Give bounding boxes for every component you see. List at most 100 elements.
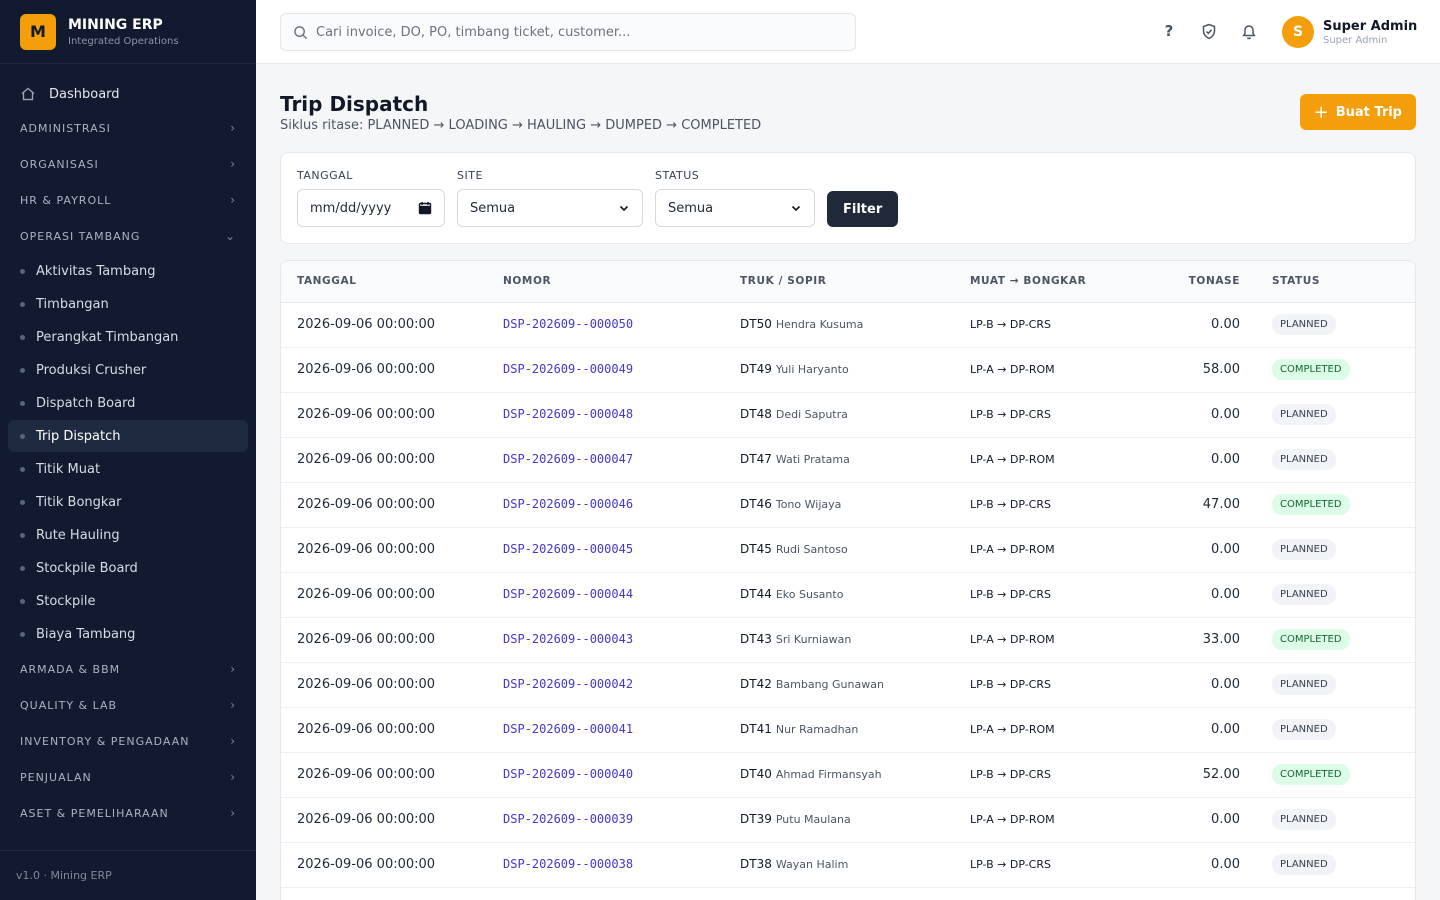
sidebar-item-perangkat-timbangan[interactable]: Perangkat Timbangan	[8, 321, 248, 353]
status-filter-select[interactable]: Semua	[655, 189, 815, 227]
bullet-icon	[20, 334, 25, 340]
sidebar-item-label: Produksi Crusher	[36, 362, 147, 378]
home-icon	[21, 87, 35, 101]
sidebar-item-titik-bongkar[interactable]: Titik Bongkar	[8, 486, 248, 518]
sidebar-group-label: QUALITY & LAB	[20, 698, 118, 712]
cell-truck: DT47	[740, 452, 772, 466]
trip-table-card: TANGGAL NOMOR TRUK / SOPIR MUAT → BONGKA…	[280, 260, 1416, 900]
cell-tonnage: 0.00	[1140, 437, 1240, 483]
dispatch-number-link[interactable]: DSP-202609--000045	[503, 542, 634, 556]
status-badge: PLANNED	[1272, 584, 1336, 605]
sidebar-item-dashboard[interactable]: Dashboard	[8, 78, 248, 110]
status-badge: COMPLETED	[1272, 494, 1350, 515]
sidebar-item-produksi-crusher[interactable]: Produksi Crusher	[8, 354, 248, 386]
cell-route: LP-A → DP-ROM	[970, 633, 1055, 646]
cell-driver: Hendra Kusuma	[775, 318, 864, 331]
status-badge: COMPLETED	[1272, 629, 1350, 650]
dispatch-number-link[interactable]: DSP-202609--000042	[503, 677, 634, 691]
dispatch-number-link[interactable]: DSP-202609--000047	[503, 452, 634, 466]
table-row[interactable]: 2026-09-06 00:00:00 DSP-202609--000048 D…	[281, 392, 1415, 438]
sidebar-group-label: ASET & PEMELIHARAAN	[20, 806, 169, 820]
bell-icon[interactable]	[1238, 20, 1260, 42]
table-row[interactable]: 2026-09-06 00:00:00 DSP-202609--000045 D…	[281, 527, 1415, 573]
site-filter-select[interactable]: Semua	[457, 189, 643, 227]
cell-driver: Nur Ramadhan	[775, 723, 859, 736]
table-row[interactable]: 2026-09-06 00:00:00 DSP-202609--000049 D…	[281, 347, 1415, 393]
table-row[interactable]: 2026-09-06 00:00:00 DSP-202609--000043 D…	[281, 617, 1415, 663]
help-icon[interactable]: ?	[1164, 22, 1174, 40]
chevron-right-icon: ›	[230, 734, 236, 748]
filter-button[interactable]: Filter	[827, 191, 899, 227]
table-row[interactable]: 2026-09-06 00:00:00 DSP-202609--000046 D…	[281, 482, 1415, 528]
cell-date: 2026-09-06 00:00:00	[281, 617, 503, 663]
status-badge: PLANNED	[1272, 404, 1336, 425]
sidebar-item-biaya-tambang[interactable]: Biaya Tambang	[8, 618, 248, 650]
date-filter-value: mm/dd/yyyy	[310, 200, 392, 216]
dispatch-number-link[interactable]: DSP-202609--000043	[503, 632, 634, 646]
cell-date: 2026-09-06 00:00:00	[281, 842, 503, 888]
search-input[interactable]	[316, 24, 836, 40]
dispatch-number-link[interactable]: DSP-202609--000049	[503, 362, 634, 376]
table-row[interactable]: 2026-09-06 00:00:00 DSP-202609--000047 D…	[281, 437, 1415, 483]
sidebar-item-stockpile-board[interactable]: Stockpile Board	[8, 552, 248, 584]
sidebar-item-trip-dispatch[interactable]: Trip Dispatch	[8, 420, 248, 452]
sidebar-group-aset-pemeliharaan[interactable]: ASET & PEMELIHARAAN ›	[0, 795, 256, 831]
dispatch-number-link[interactable]: DSP-202609--000048	[503, 407, 634, 421]
dispatch-number-link[interactable]: DSP-202609--000044	[503, 587, 634, 601]
sidebar-footer: v1.0 · Mining ERP	[0, 850, 256, 900]
dispatch-number-link[interactable]: DSP-202609--000050	[503, 317, 634, 331]
table-row[interactable]: 2026-09-06 00:00:00 DSP-202609--000038 D…	[281, 842, 1415, 888]
sidebar-item-label: Trip Dispatch	[36, 428, 121, 444]
bullet-icon	[20, 367, 25, 373]
sidebar-item-label: Dispatch Board	[36, 395, 136, 411]
sidebar-item-stockpile[interactable]: Stockpile	[8, 585, 248, 617]
col-header-route: MUAT → BONGKAR	[970, 261, 1140, 303]
sidebar-group-operasi-tambang[interactable]: OPERASI TAMBANG ⌄	[0, 218, 256, 254]
table-row[interactable]: 2026-09-06 00:00:00 DSP-202609--000050 D…	[281, 302, 1415, 348]
sidebar-group-armada-bbm[interactable]: ARMADA & BBM ›	[0, 651, 256, 687]
cell-tonnage: 0.00	[1140, 662, 1240, 708]
sidebar-item-titik-muat[interactable]: Titik Muat	[8, 453, 248, 485]
dispatch-number-link[interactable]: DSP-202609--000038	[503, 857, 634, 871]
filter-panel: TANGGAL mm/dd/yyyy SITE Semua STATUS Sem…	[280, 152, 1416, 244]
cell-truck: DT40	[740, 767, 772, 781]
create-trip-button[interactable]: + Buat Trip	[1299, 94, 1416, 130]
table-row[interactable]: 2026-09-06 00:00:00 DSP-202609--000039 D…	[281, 797, 1415, 843]
sidebar-group-label: ORGANISASI	[20, 157, 99, 171]
table-row[interactable]: 2026-09-06 00:00:00 DSP-202609--000041 D…	[281, 707, 1415, 753]
table-row[interactable]: 2026-09-06 00:00:00 DSP-202609--000040 D…	[281, 752, 1415, 798]
sidebar-group-organisasi[interactable]: ORGANISASI ›	[0, 146, 256, 182]
cell-tonnage: 0.00	[1140, 302, 1240, 348]
status-badge: PLANNED	[1272, 314, 1336, 335]
sidebar-item-dispatch-board[interactable]: Dispatch Board	[8, 387, 248, 419]
shield-check-icon[interactable]	[1198, 20, 1220, 42]
brand-name: MINING ERP	[68, 16, 163, 33]
bullet-icon	[20, 565, 25, 571]
date-filter-input[interactable]: mm/dd/yyyy	[297, 189, 445, 227]
status-badge: COMPLETED	[1272, 764, 1350, 785]
sidebar-group-inventory-pengadaan[interactable]: INVENTORY & PENGADAAN ›	[0, 723, 256, 759]
user-menu[interactable]: S Super Admin Super Admin	[1282, 16, 1417, 48]
sidebar: M MINING ERP Integrated Operations Dashb…	[0, 0, 256, 900]
table-row[interactable]: 2026-09-06 00:00:00 DSP-202609--000044 D…	[281, 572, 1415, 618]
sidebar-group-administrasi[interactable]: ADMINISTRASI ›	[0, 110, 256, 146]
sidebar-item-timbangan[interactable]: Timbangan	[8, 288, 248, 320]
cell-route: LP-B → DP-CRS	[970, 588, 1051, 601]
page-subtitle: Siklus ritase: PLANNED → LOADING → HAULI…	[280, 118, 762, 133]
cell-driver: Wati Pratama	[775, 453, 850, 466]
sidebar-item-rute-hauling[interactable]: Rute Hauling	[8, 519, 248, 551]
sidebar-item-aktivitas-tambang[interactable]: Aktivitas Tambang	[8, 255, 248, 287]
cell-driver: Eko Susanto	[775, 588, 844, 601]
sidebar-group-penjualan[interactable]: PENJUALAN ›	[0, 759, 256, 795]
cell-route: LP-B → DP-CRS	[970, 318, 1051, 331]
sidebar-group-hr-payroll[interactable]: HR & PAYROLL ›	[0, 182, 256, 218]
dispatch-number-link[interactable]: DSP-202609--000040	[503, 767, 634, 781]
dispatch-number-link[interactable]: DSP-202609--000039	[503, 812, 634, 826]
table-row[interactable]: 2026-09-06 00:00:00 DSP-202609--000042 D…	[281, 662, 1415, 708]
dispatch-number-link[interactable]: DSP-202609--000041	[503, 722, 634, 736]
dispatch-number-link[interactable]: DSP-202609--000046	[503, 497, 634, 511]
cell-driver: Tono Wijaya	[775, 498, 842, 511]
date-filter-label: TANGGAL	[297, 169, 353, 182]
sidebar-group-quality-lab[interactable]: QUALITY & LAB ›	[0, 687, 256, 723]
sidebar-item-label: Stockpile	[36, 593, 96, 609]
